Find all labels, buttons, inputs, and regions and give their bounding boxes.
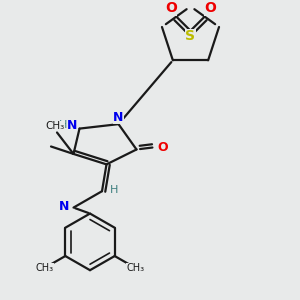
Text: CH₃: CH₃ [35,263,54,273]
Text: N: N [59,200,70,213]
Text: H: H [59,120,67,130]
Text: H: H [110,185,118,195]
Text: O: O [204,2,216,16]
Text: S: S [185,29,196,43]
Text: O: O [157,141,168,154]
Text: CH₃: CH₃ [126,263,145,273]
Text: N: N [113,111,124,124]
Text: O: O [165,2,177,16]
Text: N: N [67,119,77,132]
Text: CH₃: CH₃ [46,121,65,131]
